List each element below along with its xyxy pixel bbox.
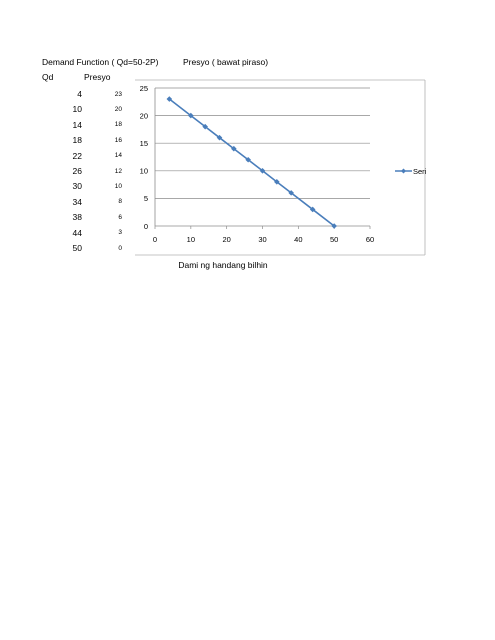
presyo-cell: 3	[118, 229, 122, 237]
x-tick-label: 10	[187, 235, 195, 244]
x-tick-label: 60	[366, 235, 374, 244]
data-point	[216, 134, 223, 141]
data-point	[331, 223, 337, 229]
qd-cell: 50	[72, 243, 82, 253]
legend-label: Seri	[413, 167, 427, 176]
qd-cell: 26	[72, 166, 82, 176]
y-tick-label: 5	[144, 194, 148, 203]
qd-cell: 44	[72, 227, 82, 238]
qd-cell: 14	[72, 119, 82, 130]
x-tick-label: 40	[294, 235, 302, 244]
y-tick-label: 10	[140, 167, 148, 176]
legend-marker	[401, 168, 406, 174]
y-tick-label: 25	[140, 84, 148, 93]
data-point	[274, 179, 280, 185]
presyo-cell: 14	[114, 152, 122, 160]
x-tick-label: 30	[258, 235, 266, 244]
presyo-cell: 8	[118, 198, 122, 206]
x-tick-label: 20	[222, 235, 230, 244]
x-tick-label: 50	[330, 235, 338, 244]
qd-cell: 38	[72, 212, 82, 223]
y-tick-label: 20	[140, 111, 148, 120]
data-point	[259, 168, 266, 174]
qd-cell: 4	[77, 89, 82, 99]
qd-column-header: Qd	[42, 72, 54, 82]
presyo-heading: Presyo ( bawat piraso)	[183, 57, 269, 67]
data-point	[245, 156, 251, 163]
presyo-cell: 16	[114, 136, 122, 144]
presyo-cell: 12	[114, 167, 122, 175]
y-tick-label: 0	[144, 222, 148, 231]
qd-cell: 34	[72, 196, 82, 207]
data-point	[309, 206, 316, 213]
presyo-column-header: Presyo	[84, 72, 111, 82]
presyo-cell: 0	[118, 244, 122, 252]
presyo-cell: 10	[114, 182, 122, 190]
data-point	[166, 96, 173, 102]
x-axis-label: Dami ng handang bilhin	[178, 260, 268, 270]
data-point	[202, 123, 208, 130]
qd-cell: 18	[72, 135, 82, 146]
presyo-cell: 18	[114, 121, 122, 129]
data-point	[188, 112, 194, 119]
qd-cell: 22	[72, 150, 82, 161]
presyo-cell: 6	[118, 213, 122, 221]
data-point	[288, 190, 294, 196]
qd-cell: 10	[72, 104, 82, 115]
demand-function-heading: Demand Function ( Qd=50-2P)	[42, 57, 159, 67]
y-tick-label: 15	[140, 139, 148, 148]
qd-cell: 30	[72, 181, 82, 192]
x-tick-label: 0	[153, 235, 157, 244]
presyo-cell: 20	[114, 105, 122, 113]
presyo-cell: 23	[114, 90, 122, 98]
data-point	[231, 145, 237, 152]
series-line	[168, 98, 335, 227]
